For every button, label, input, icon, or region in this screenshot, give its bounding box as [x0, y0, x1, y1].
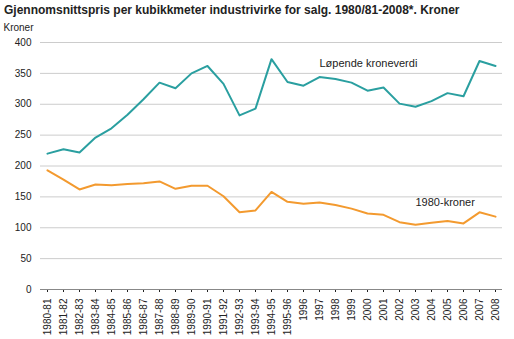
svg-text:1980-81: 1980-81 [42, 298, 53, 335]
svg-text:1987-88: 1987-88 [154, 298, 165, 335]
html-text:Gjennomsnittspris per kubikkme: Gjennomsnittspris per kubikkmeter indust… [4, 3, 460, 17]
svg-text:1983-84: 1983-84 [90, 298, 101, 335]
svg-text:250: 250 [15, 129, 32, 140]
svg-text:2000: 2000 [362, 298, 373, 321]
svg-text:0: 0 [26, 284, 32, 295]
svg-text:2006: 2006 [458, 298, 469, 321]
svg-text:1996: 1996 [298, 298, 309, 321]
svg-text:300: 300 [15, 98, 32, 109]
svg-text:1991-92: 1991-92 [218, 298, 229, 335]
svg-text:1986-87: 1986-87 [138, 298, 149, 335]
svg-text:1980-kroner: 1980-kroner [416, 196, 476, 208]
svg-text:1997: 1997 [314, 298, 325, 321]
svg-text:2008: 2008 [490, 298, 501, 321]
svg-text:150: 150 [15, 191, 32, 202]
svg-text:1981-82: 1981-82 [58, 298, 69, 335]
svg-text:1995-96: 1995-96 [282, 298, 293, 335]
svg-text:1994-95: 1994-95 [266, 298, 277, 335]
svg-text:2007: 2007 [474, 298, 485, 321]
svg-text:2004: 2004 [426, 298, 437, 321]
svg-text:400: 400 [15, 37, 32, 48]
svg-text:1990-91: 1990-91 [202, 298, 213, 335]
svg-text:1999: 1999 [346, 298, 357, 321]
svg-text:200: 200 [15, 160, 32, 171]
svg-text:2002: 2002 [394, 298, 405, 321]
svg-text:2003: 2003 [410, 298, 421, 321]
svg-text:1992-93: 1992-93 [234, 298, 245, 335]
svg-text:1993-94: 1993-94 [250, 298, 261, 335]
svg-text:1989-90: 1989-90 [186, 298, 197, 335]
svg-text:2001: 2001 [378, 298, 389, 321]
svg-text:350: 350 [15, 68, 32, 79]
svg-text:1998: 1998 [330, 298, 341, 321]
svg-text:1984-85: 1984-85 [106, 298, 117, 335]
svg-text:1988-89: 1988-89 [170, 298, 181, 335]
svg-text:2005: 2005 [442, 298, 453, 321]
svg-text:50: 50 [20, 253, 32, 264]
svg-text:1982-83: 1982-83 [74, 298, 85, 335]
svg-text:100: 100 [15, 222, 32, 233]
svg-text:Løpende kroneverdi: Løpende kroneverdi [320, 57, 418, 69]
svg-text:1985-86: 1985-86 [122, 298, 133, 335]
svg-text:Kroner: Kroner [4, 22, 35, 33]
